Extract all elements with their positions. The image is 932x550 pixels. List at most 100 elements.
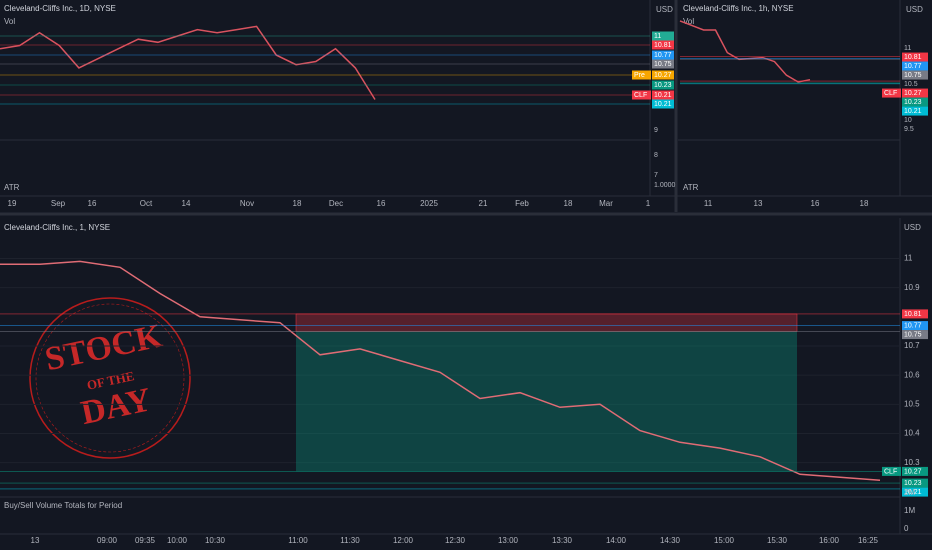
x-tick-label: Feb <box>515 199 529 208</box>
y-tick-label: 11 <box>904 254 913 263</box>
symbol-badge <box>632 70 651 80</box>
x-tick-label: 19 <box>8 199 17 208</box>
y-tick-label: 10.3 <box>904 458 920 467</box>
volume-axis-label: 1M <box>904 506 915 515</box>
price-label: 10.81 <box>904 54 922 61</box>
price-line <box>0 25 376 100</box>
y-tick-label: 10.9 <box>904 283 920 292</box>
currency: USD <box>656 5 673 14</box>
symbol-badge <box>882 88 901 98</box>
x-tick-label: 18 <box>564 199 573 208</box>
price-badge <box>902 309 928 319</box>
x-tick-label: Dec <box>329 199 343 208</box>
symbol-label: CLF <box>634 92 647 99</box>
chart-title: Cleveland-Cliffs Inc., 1h, NYSE <box>683 4 794 13</box>
price-label: 10.23 <box>904 480 922 487</box>
price-label: 10.21 <box>904 489 922 496</box>
x-tick-label: 12:30 <box>445 536 466 545</box>
x-tick-label: 2025 <box>420 199 438 208</box>
price-label: 10 <box>904 117 912 124</box>
price-badge <box>902 97 928 107</box>
price-label: 10.77 <box>904 63 922 70</box>
y-tick-label: 10.6 <box>904 370 920 379</box>
indicator-label: Buy/Sell Volume Totals for Period <box>4 501 122 510</box>
price-label: 10.75 <box>904 331 922 338</box>
x-tick-label: 16 <box>377 199 386 208</box>
x-tick-label: 14:00 <box>606 536 627 545</box>
y-tick-label: 10.5 <box>904 399 920 408</box>
price-badge <box>652 90 674 100</box>
currency: USD <box>904 223 921 232</box>
price-label: 10.21 <box>654 92 672 99</box>
stamp-ring <box>35 303 185 453</box>
price-label: 11 <box>654 33 661 40</box>
price-label: 10.27 <box>904 90 922 97</box>
x-tick-label: 13:00 <box>498 536 519 545</box>
x-tick-label: 09:00 <box>97 536 118 545</box>
x-tick-label: 14:30 <box>660 536 681 545</box>
symbol-badge <box>882 466 901 476</box>
price-badge <box>902 487 928 497</box>
y-tick-label: 10.4 <box>904 429 920 438</box>
price-badge <box>652 80 674 90</box>
price-badge <box>902 88 928 98</box>
price-label: 10.21 <box>904 108 922 115</box>
volume-label: Vol <box>683 17 694 26</box>
symbol-label: CLF <box>884 90 897 97</box>
volume-axis-label: 2M <box>904 488 915 497</box>
y-tick-label: 10.7 <box>904 341 920 350</box>
x-tick-label: 11 <box>704 199 713 208</box>
price-line <box>679 20 811 83</box>
price-badge <box>902 52 928 62</box>
price-badge <box>652 31 674 41</box>
x-tick-label: 10:30 <box>205 536 226 545</box>
x-tick-label: 16 <box>811 199 820 208</box>
price-badge <box>652 50 674 60</box>
price-label: 10.23 <box>654 82 672 89</box>
price-label: 10.77 <box>654 52 672 59</box>
x-tick-label: 14 <box>182 199 191 208</box>
x-tick-label: 12:00 <box>393 536 414 545</box>
price-label: 10.75 <box>654 61 672 68</box>
chart-title: Cleveland-Cliffs Inc., 1, NYSE <box>4 223 110 232</box>
chart-title: Cleveland-Cliffs Inc., 1D, NYSE <box>4 4 116 13</box>
price-label: 10.27 <box>654 72 672 79</box>
x-tick-label: 18 <box>860 199 869 208</box>
x-tick-label: Oct <box>140 199 153 208</box>
price-badge <box>652 99 674 109</box>
symbol-badge <box>632 90 651 100</box>
price-label: 10.81 <box>654 42 672 49</box>
price-label: 10.77 <box>904 322 922 329</box>
x-tick-label: 13:30 <box>552 536 573 545</box>
symbol-label: Pre <box>634 72 645 79</box>
price-label: 10.23 <box>904 99 922 106</box>
price-badge <box>652 70 674 80</box>
currency: USD <box>906 5 923 14</box>
x-tick-label: 16:25 <box>858 536 879 545</box>
x-tick-label: Mar <box>599 199 613 208</box>
volume-axis-label: 0 <box>904 524 909 533</box>
x-tick-label: 18 <box>293 199 302 208</box>
volume-label: Vol <box>4 17 15 26</box>
price-label: 9 <box>654 127 658 134</box>
x-tick-label: 11:00 <box>288 536 308 545</box>
x-tick-label: 15:00 <box>714 536 735 545</box>
x-tick-label: 13 <box>31 536 40 545</box>
price-badge <box>902 61 928 71</box>
price-line <box>0 260 881 481</box>
price-badge <box>902 330 928 340</box>
price-label: 10.81 <box>904 311 922 318</box>
x-tick-label: 10:00 <box>167 536 188 545</box>
price-badge <box>902 466 928 476</box>
price-label: 8 <box>654 152 658 159</box>
atr-label: ATR <box>683 183 699 192</box>
stamp-ring <box>29 297 191 459</box>
x-tick-label: 16 <box>88 199 97 208</box>
price-badge <box>902 478 928 488</box>
x-tick-label: 11:30 <box>340 536 360 545</box>
price-label: 9.5 <box>904 126 914 133</box>
atr-label: ATR <box>4 183 20 192</box>
symbol-label: CLF <box>884 468 897 475</box>
